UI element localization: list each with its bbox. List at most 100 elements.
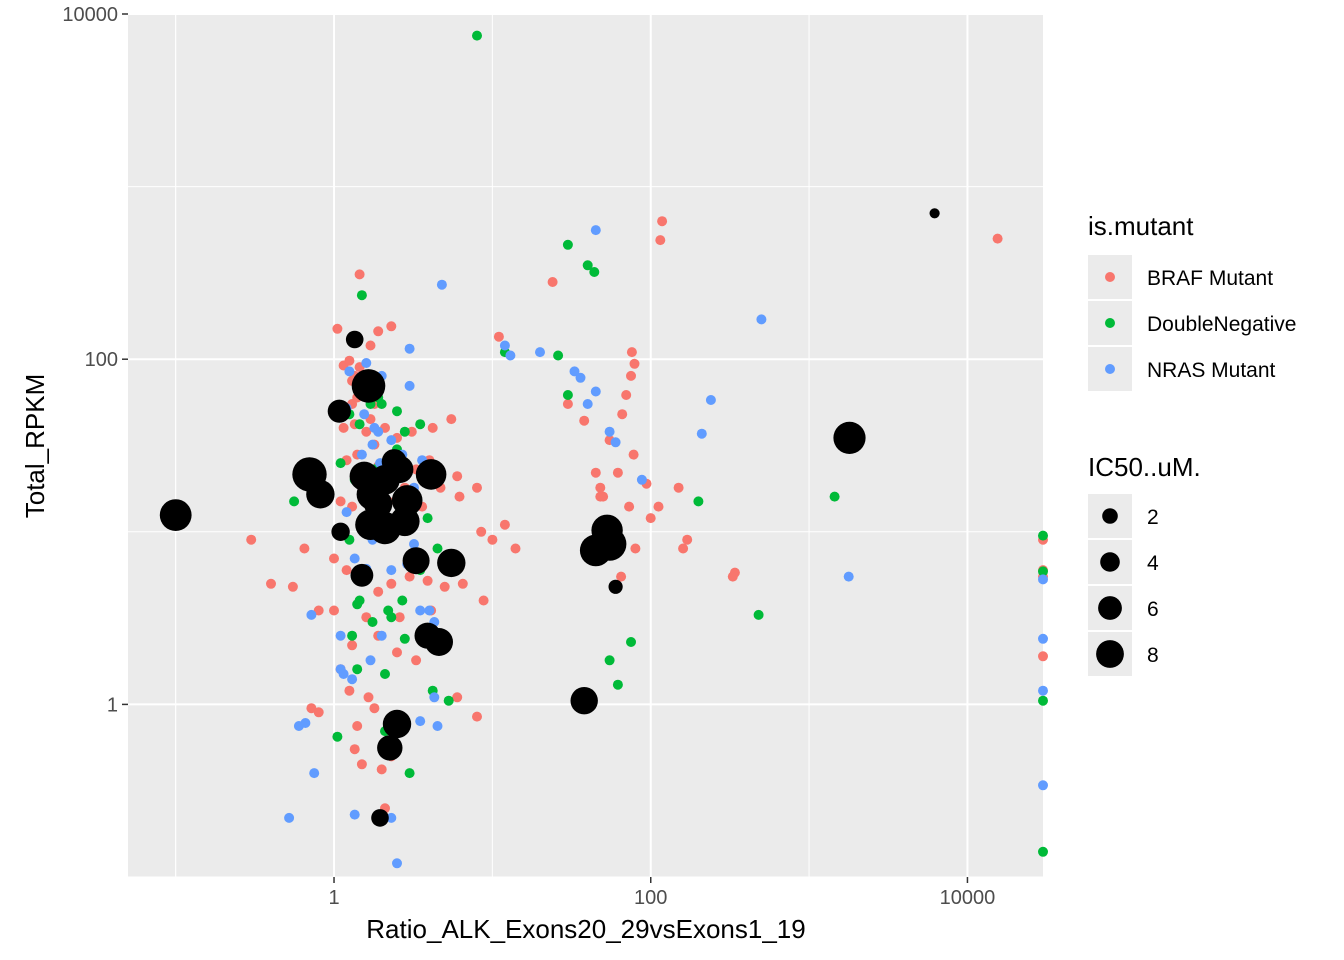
data-point-braf-mutant bbox=[729, 567, 740, 578]
data-point-braf-mutant bbox=[361, 426, 372, 437]
data-point-doublenegative bbox=[443, 695, 454, 706]
data-point-doublenegative bbox=[829, 491, 840, 502]
data-point-nras-mutant bbox=[415, 716, 426, 727]
data-point-braf-mutant bbox=[457, 578, 468, 589]
data-point-braf-mutant bbox=[579, 415, 590, 426]
data-point-doublenegative bbox=[399, 633, 410, 644]
ic50-point bbox=[570, 687, 598, 715]
data-point-braf-mutant bbox=[472, 482, 482, 493]
data-point-nras-mutant bbox=[386, 565, 397, 576]
ic50-point bbox=[371, 809, 389, 827]
data-point-doublenegative bbox=[380, 669, 390, 679]
data-point-nras-mutant bbox=[367, 439, 378, 450]
ic50-point bbox=[437, 548, 466, 578]
y-tick-label: 100 bbox=[85, 349, 118, 371]
data-point-nras-mutant bbox=[341, 507, 352, 518]
data-point-braf-mutant bbox=[493, 331, 504, 342]
data-point-braf-mutant bbox=[472, 711, 482, 722]
data-point-nras-mutant bbox=[582, 399, 593, 409]
data-point-braf-mutant bbox=[411, 655, 422, 666]
data-point-braf-mutant bbox=[612, 467, 623, 478]
data-point-doublenegative bbox=[562, 390, 573, 400]
data-point-doublenegative bbox=[392, 406, 402, 417]
data-point-braf-mutant bbox=[335, 496, 346, 507]
ic50-point bbox=[833, 421, 866, 454]
legend-color-label: DoubleNegative bbox=[1147, 313, 1296, 336]
x-tick-label: 1 bbox=[328, 887, 339, 909]
data-point-braf-mutant bbox=[363, 692, 374, 703]
data-point-nras-mutant bbox=[349, 809, 360, 820]
data-point-braf-mutant bbox=[386, 321, 397, 332]
data-point-doublenegative bbox=[1038, 846, 1048, 857]
data-point-braf-mutant bbox=[356, 759, 367, 770]
ic50-point bbox=[159, 499, 192, 531]
data-point-braf-mutant bbox=[678, 543, 689, 554]
data-point-braf-mutant bbox=[329, 553, 339, 564]
data-point-nras-mutant bbox=[356, 449, 367, 460]
legend-size-title: IC50..uM. bbox=[1088, 452, 1201, 482]
data-point-braf-mutant bbox=[344, 685, 355, 696]
data-point-braf-mutant bbox=[992, 233, 1003, 244]
data-point-doublenegative bbox=[589, 267, 600, 277]
data-point-braf-mutant bbox=[394, 612, 405, 623]
data-point-braf-mutant bbox=[341, 565, 352, 576]
data-point-nras-mutant bbox=[610, 437, 621, 448]
data-point-braf-mutant bbox=[645, 513, 656, 524]
data-point-doublenegative bbox=[626, 637, 636, 647]
data-point-doublenegative bbox=[367, 617, 378, 627]
legend-size-label: 6 bbox=[1147, 598, 1159, 621]
ic50-point bbox=[929, 208, 940, 219]
data-point-braf-mutant bbox=[427, 422, 438, 433]
data-point-braf-mutant bbox=[347, 640, 358, 651]
data-point-nras-mutant bbox=[386, 812, 397, 823]
y-axis-title: Total_RPKM bbox=[20, 374, 50, 519]
ic50-point bbox=[377, 735, 403, 761]
legend-size-swatch bbox=[1098, 596, 1122, 620]
data-point-braf-mutant bbox=[386, 578, 397, 589]
data-point-nras-mutant bbox=[575, 372, 586, 383]
data-point-nras-mutant bbox=[569, 366, 580, 377]
data-point-doublenegative bbox=[472, 30, 482, 41]
data-point-doublenegative bbox=[356, 290, 367, 301]
data-point-braf-mutant bbox=[452, 692, 463, 703]
data-point-braf-mutant bbox=[478, 595, 489, 606]
legend-size-swatch bbox=[1100, 552, 1120, 572]
data-point-nras-mutant bbox=[432, 721, 443, 731]
ic50-point bbox=[386, 455, 414, 484]
data-point-braf-mutant bbox=[313, 707, 324, 718]
data-point-braf-mutant bbox=[590, 467, 601, 478]
data-point-nras-mutant bbox=[359, 409, 370, 420]
data-point-braf-mutant bbox=[595, 491, 606, 502]
legend-size-label: 8 bbox=[1147, 644, 1159, 667]
data-point-braf-mutant bbox=[439, 581, 450, 592]
data-point-doublenegative bbox=[386, 612, 397, 623]
data-point-nras-mutant bbox=[300, 718, 311, 728]
data-point-nras-mutant bbox=[1038, 633, 1048, 644]
x-tick-label: 100 bbox=[634, 887, 667, 909]
data-point-nras-mutant bbox=[373, 426, 384, 437]
data-point-braf-mutant bbox=[373, 326, 384, 337]
legend-size-swatch bbox=[1102, 508, 1118, 524]
data-point-nras-mutant bbox=[636, 474, 647, 485]
data-point-braf-mutant bbox=[454, 491, 465, 502]
legend-color-swatch bbox=[1105, 272, 1115, 282]
data-point-braf-mutant bbox=[621, 390, 632, 400]
points-layer bbox=[159, 30, 1048, 869]
data-point-doublenegative bbox=[1038, 530, 1048, 541]
data-point-nras-mutant bbox=[404, 380, 415, 391]
data-point-nras-mutant bbox=[429, 692, 440, 703]
ic50-point bbox=[345, 330, 364, 349]
data-point-nras-mutant bbox=[284, 812, 295, 823]
data-point-braf-mutant bbox=[630, 543, 641, 554]
data-point-braf-mutant bbox=[624, 501, 635, 512]
data-point-doublenegative bbox=[1038, 695, 1048, 706]
data-point-braf-mutant bbox=[1038, 651, 1048, 662]
data-point-nras-mutant bbox=[415, 605, 426, 616]
ic50-point bbox=[425, 628, 453, 656]
data-point-doublenegative bbox=[332, 731, 343, 742]
y-tick-label: 1 bbox=[107, 694, 118, 716]
ic50-point bbox=[306, 480, 335, 509]
data-point-doublenegative bbox=[289, 496, 300, 507]
